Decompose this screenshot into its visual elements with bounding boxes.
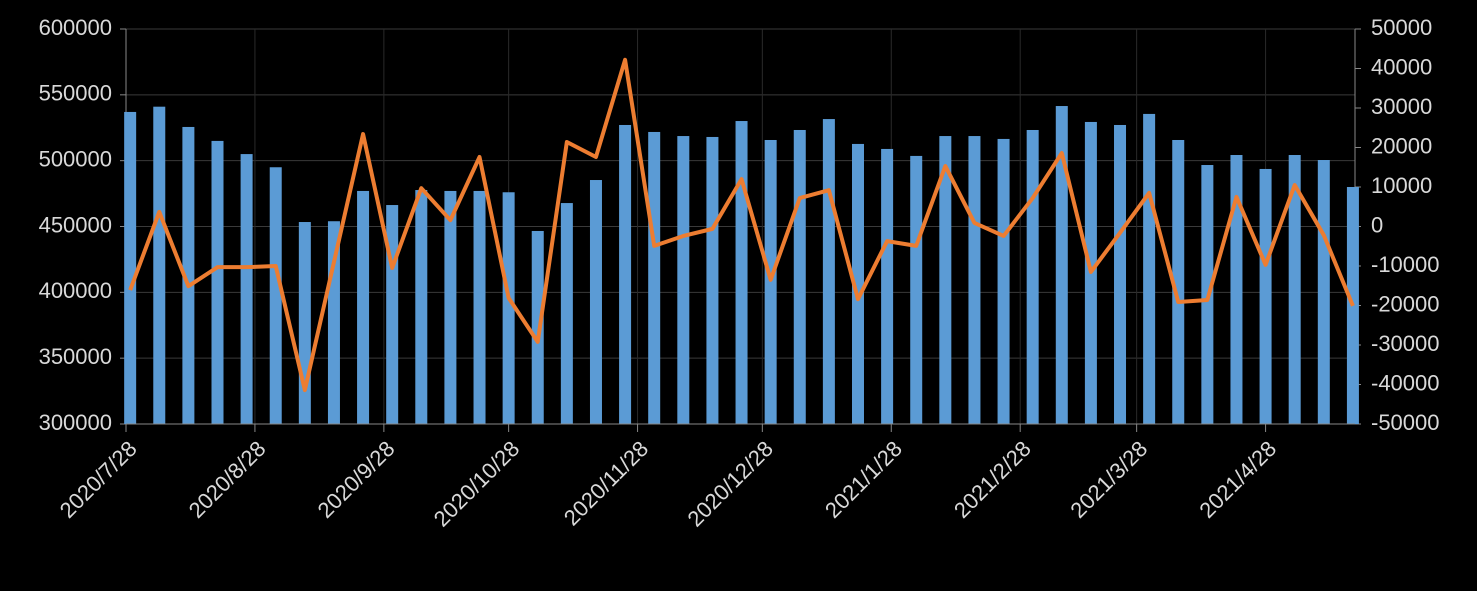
bar bbox=[1143, 113, 1156, 425]
y-tick-label: 350000 bbox=[39, 344, 112, 369]
bar bbox=[386, 205, 399, 424]
bar bbox=[851, 143, 864, 424]
bar bbox=[444, 190, 457, 424]
bar bbox=[269, 167, 282, 424]
bar bbox=[182, 126, 195, 425]
x-tick-label: 2021/3/28 bbox=[1065, 436, 1152, 523]
y2-tick-label: -10000 bbox=[1371, 252, 1440, 277]
bar bbox=[764, 139, 777, 424]
x-tick-label: 2020/9/28 bbox=[313, 436, 400, 523]
bar bbox=[619, 124, 632, 425]
bar bbox=[153, 106, 166, 424]
x-tick-label: 2021/4/28 bbox=[1194, 436, 1281, 523]
bar bbox=[357, 190, 370, 424]
bar bbox=[502, 192, 515, 424]
y2-tick-label: -40000 bbox=[1371, 370, 1440, 395]
bar bbox=[1172, 139, 1185, 424]
bar bbox=[997, 138, 1010, 425]
bar bbox=[211, 140, 224, 424]
bar bbox=[1055, 106, 1068, 425]
bar bbox=[910, 155, 923, 424]
x-tick-label: 2021/2/28 bbox=[949, 436, 1036, 523]
bar bbox=[415, 190, 428, 424]
y2-tick-label: -50000 bbox=[1371, 410, 1440, 435]
bar bbox=[1026, 129, 1039, 424]
bar bbox=[648, 131, 661, 425]
bar bbox=[589, 180, 602, 424]
x-tick-label: 2020/7/28 bbox=[55, 436, 142, 523]
line bbox=[128, 57, 1355, 393]
y2-tick-label: 40000 bbox=[1371, 54, 1432, 79]
bar bbox=[822, 119, 835, 424]
y2-tick-label: -30000 bbox=[1371, 331, 1440, 356]
bar bbox=[939, 136, 952, 425]
y2-tick-label: 50000 bbox=[1371, 15, 1432, 40]
x-tick-label: 2020/8/28 bbox=[184, 436, 271, 523]
y-tick-label: 600000 bbox=[39, 15, 112, 40]
y-tick-label: 400000 bbox=[39, 278, 112, 303]
y-tick-label: 550000 bbox=[39, 81, 112, 106]
bar bbox=[240, 154, 253, 425]
bar bbox=[1288, 155, 1301, 424]
y2-tick-label: 30000 bbox=[1371, 94, 1432, 119]
bar bbox=[298, 222, 311, 424]
bar bbox=[473, 190, 486, 424]
y2-tick-label: -20000 bbox=[1371, 291, 1440, 316]
bar bbox=[793, 129, 806, 424]
bar bbox=[531, 230, 544, 424]
x-tick-label: 2020/11/28 bbox=[559, 436, 653, 530]
bar bbox=[1114, 124, 1127, 425]
bar bbox=[1259, 168, 1272, 424]
bar bbox=[1317, 160, 1330, 424]
x-tick-label: 2020/12/28 bbox=[682, 436, 778, 532]
bar bbox=[124, 111, 137, 424]
y-tick-label: 300000 bbox=[39, 410, 112, 435]
bar bbox=[881, 148, 894, 424]
y2-tick-label: 10000 bbox=[1371, 173, 1432, 198]
bar bbox=[706, 136, 719, 424]
y-tick-label: 450000 bbox=[39, 212, 112, 237]
bar bbox=[1230, 155, 1243, 424]
y-tick-label: 500000 bbox=[39, 146, 112, 171]
y2-tick-label: 0 bbox=[1371, 212, 1383, 237]
x-tick-label: 2020/10/28 bbox=[429, 436, 525, 532]
bar bbox=[968, 136, 981, 425]
y2-tick-label: 20000 bbox=[1371, 133, 1432, 158]
x-tick-label: 2021/1/28 bbox=[820, 436, 907, 523]
bar bbox=[735, 121, 748, 424]
bar bbox=[560, 203, 573, 424]
bar bbox=[677, 136, 690, 425]
